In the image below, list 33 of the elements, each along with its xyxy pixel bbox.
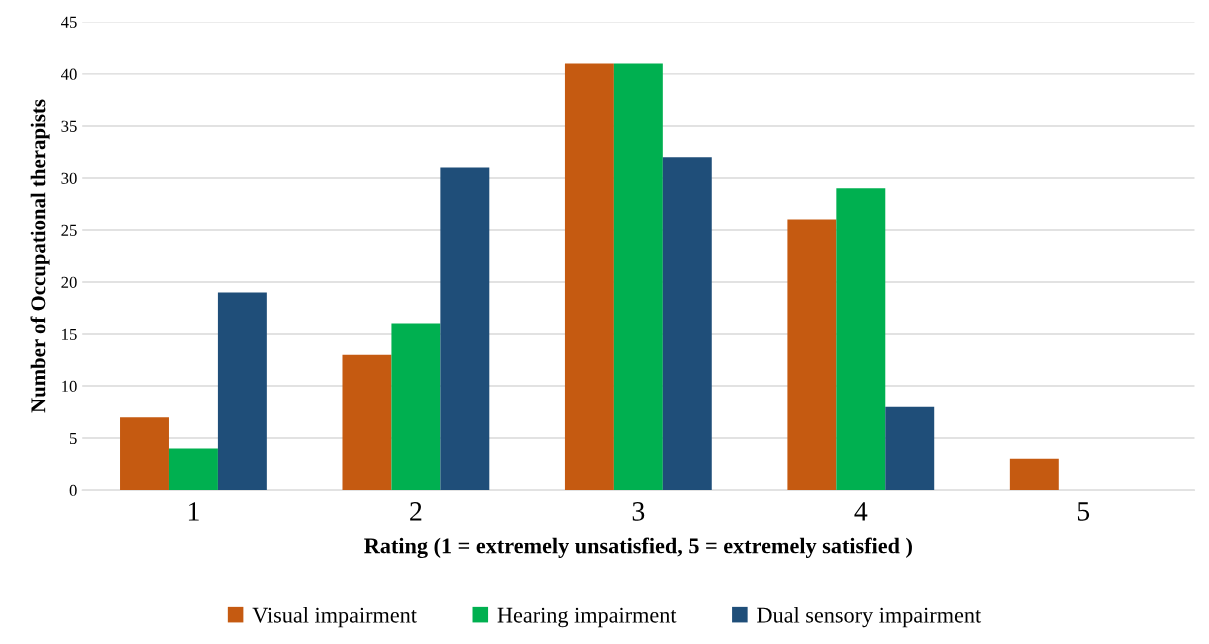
x-tick-label: 3 xyxy=(632,502,645,521)
y-tick-label: 25 xyxy=(61,224,77,236)
x-tick-label: 5 xyxy=(1077,502,1090,521)
y-tick-label: 35 xyxy=(61,120,77,132)
x-axis-title: Rating (1 = extremely unsatisfied, 5 = extremely satisfied ) xyxy=(364,537,912,559)
bar xyxy=(391,323,441,491)
y-tick-label: 5 xyxy=(69,432,77,445)
x-tick-label: 1 xyxy=(188,502,199,521)
bar xyxy=(120,417,169,491)
legend-label: Dual sensory impairment xyxy=(757,607,982,628)
bar xyxy=(440,167,490,491)
y-tick-label: 30 xyxy=(61,172,77,184)
bar xyxy=(342,354,392,491)
bar xyxy=(885,406,935,491)
bar xyxy=(787,219,837,491)
legend-label: Hearing impairment xyxy=(497,607,677,628)
y-axis-title: Number of Occupational therapists xyxy=(30,99,50,413)
y-tick-label: 45 xyxy=(61,16,77,28)
legend-label: Visual impairment xyxy=(252,607,417,628)
y-tick-label: 0 xyxy=(69,484,77,497)
y-tick-label: 10 xyxy=(62,380,77,392)
bar xyxy=(217,292,267,491)
y-tick-label: 15 xyxy=(62,328,77,340)
y-tick-label: 40 xyxy=(61,68,77,80)
bar xyxy=(564,63,614,491)
x-tick-label: 4 xyxy=(854,502,868,521)
bar xyxy=(662,157,712,491)
y-tick-label: 20 xyxy=(61,276,77,288)
bar xyxy=(1009,458,1059,491)
bar xyxy=(836,188,886,491)
x-tick-label: 2 xyxy=(410,502,422,521)
bar xyxy=(168,448,218,491)
bar xyxy=(613,63,663,491)
